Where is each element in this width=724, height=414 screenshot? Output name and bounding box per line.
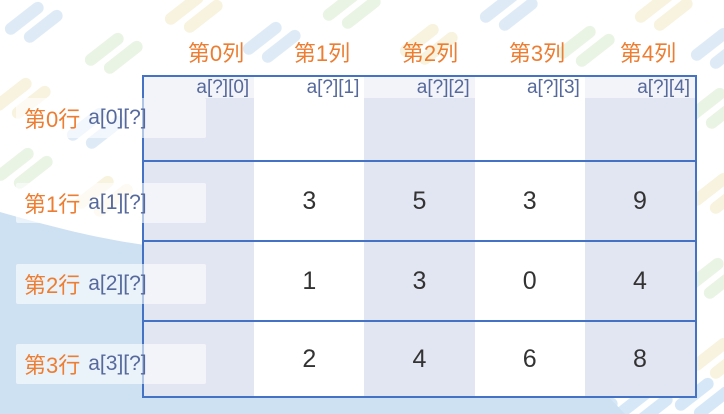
cell-1-4: 9 bbox=[584, 162, 696, 240]
cell-2-3: 0 bbox=[522, 266, 537, 295]
cell-1-3: 3 bbox=[522, 186, 537, 215]
column-ref-1: a[?][1] bbox=[306, 77, 360, 98]
cell-2-2: 3 bbox=[364, 242, 475, 320]
row-label-3-ref: a[3][?] bbox=[88, 352, 147, 375]
row-label-2-text: 第2行 bbox=[24, 273, 81, 298]
cell-1-2: 5 bbox=[364, 162, 475, 240]
row-label-3: 第3行 a[3][?] bbox=[16, 344, 206, 384]
cell-3-1: 2 bbox=[302, 344, 317, 373]
cell-3-3: 6 bbox=[522, 344, 537, 373]
row-label-0-ref: a[0][?] bbox=[88, 106, 147, 129]
array-table: a[?][0] a[?][1] a[?][2] a[?][3] a[?][4] … bbox=[142, 75, 697, 398]
column-ref-0: a[?][0] bbox=[196, 77, 250, 98]
row-label-1-text: 第1行 bbox=[24, 192, 81, 217]
cell-2-4: 4 bbox=[584, 242, 696, 320]
column-label-3: 第3列 bbox=[508, 41, 566, 66]
cell-3-2: 4 bbox=[364, 322, 475, 396]
row-label-1: 第1行 a[1][?] bbox=[16, 183, 206, 223]
column-ref-4: a[?][4] bbox=[637, 77, 691, 98]
row-label-0-text: 第0行 bbox=[24, 107, 81, 132]
cell-2-1: 1 bbox=[302, 266, 317, 295]
table-row-3: 2 4 6 8 bbox=[144, 320, 696, 396]
row-label-2: 第2行 a[2][?] bbox=[16, 264, 206, 304]
column-label-0: 第0列 bbox=[187, 41, 245, 66]
table-row-2: 1 3 0 4 bbox=[144, 240, 696, 320]
column-ref-band: a[?][0] a[?][1] a[?][2] a[?][3] a[?][4] bbox=[144, 77, 695, 98]
column-label-2: 第2列 bbox=[401, 41, 459, 66]
column-ref-2: a[?][2] bbox=[416, 77, 470, 98]
column-label-1: 第1列 bbox=[293, 41, 351, 66]
row-label-0: 第0行 a[0][?] bbox=[16, 98, 206, 138]
row-label-2-ref: a[2][?] bbox=[88, 272, 147, 295]
row-label-1-ref: a[1][?] bbox=[88, 191, 147, 214]
row-label-3-text: 第3行 bbox=[24, 353, 81, 378]
cell-3-4: 8 bbox=[584, 322, 696, 396]
table-row-1: 3 5 3 9 bbox=[144, 160, 696, 240]
cell-1-1: 3 bbox=[302, 186, 317, 215]
column-ref-3: a[?][3] bbox=[526, 77, 580, 98]
column-label-4: 第4列 bbox=[619, 41, 677, 66]
